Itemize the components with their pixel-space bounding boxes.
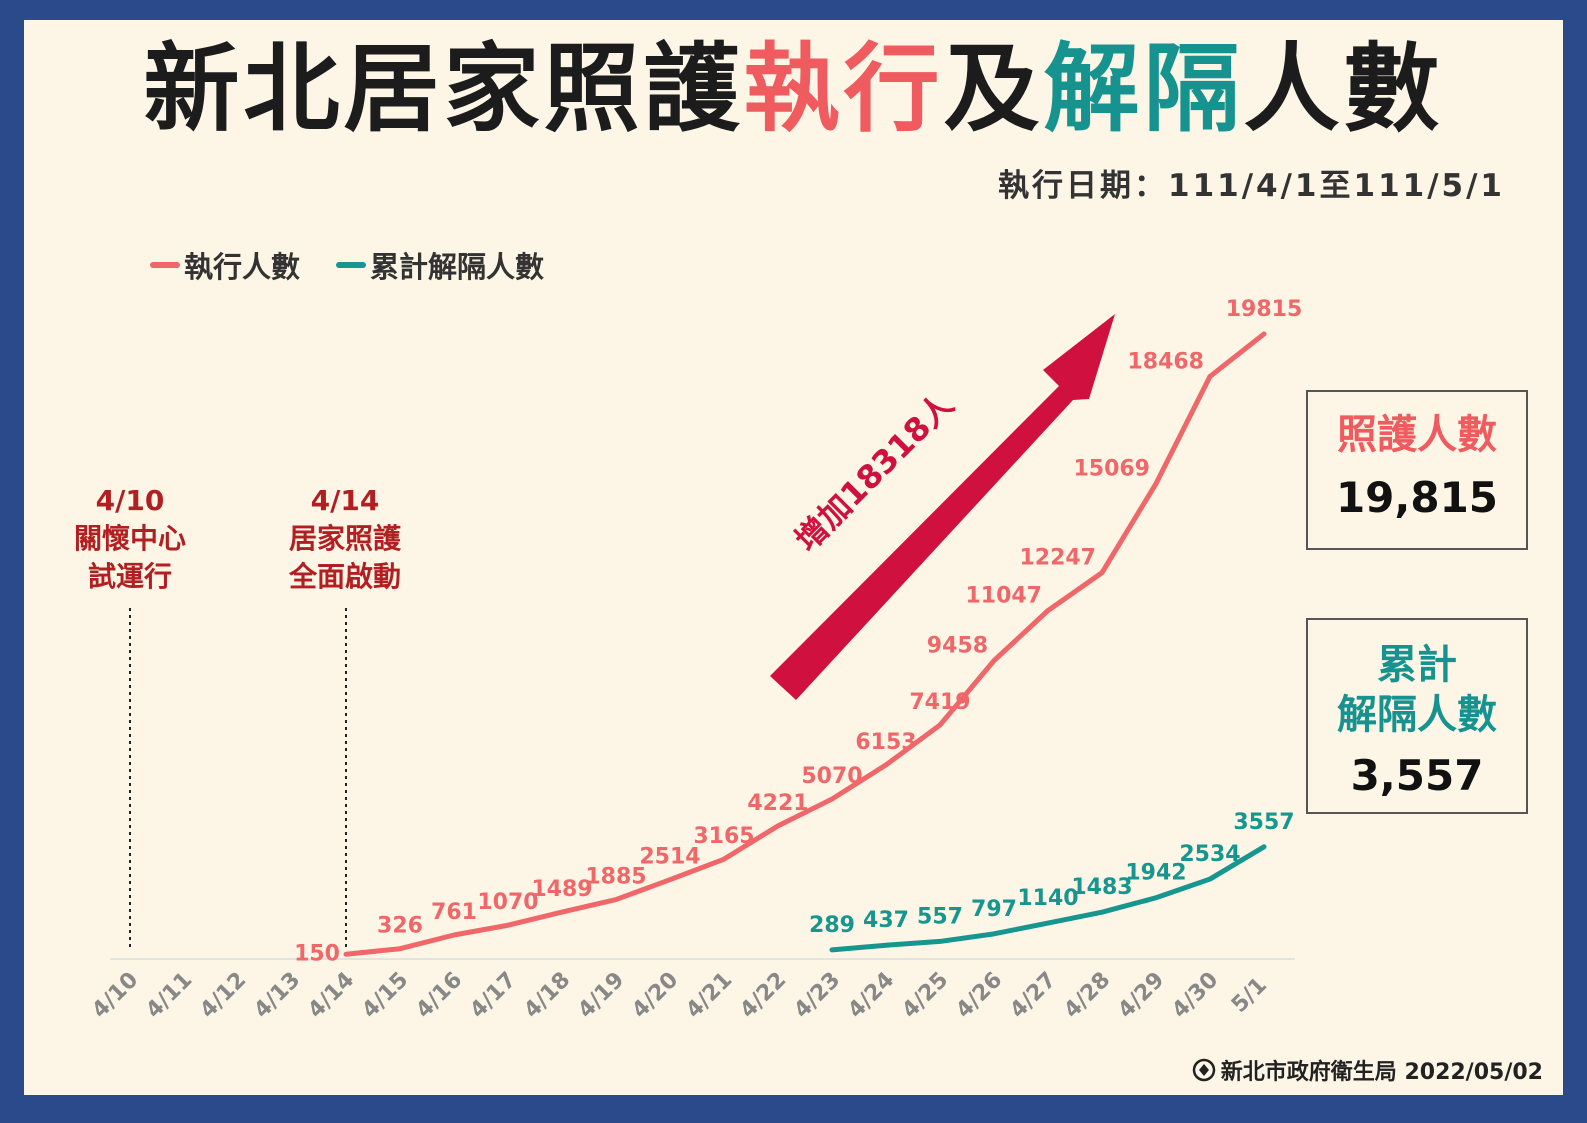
series-line-execution <box>343 331 1267 957</box>
x-tick-label: 4/19 <box>573 967 629 1023</box>
data-label: 15069 <box>1073 457 1150 482</box>
milestone-line1: 居家照護 <box>288 522 401 555</box>
x-tick-label: 4/13 <box>249 967 305 1023</box>
data-label: 797 <box>971 897 1017 922</box>
x-tick-label: 5/1 <box>1227 973 1272 1018</box>
milestone-4-14: 4/14 居家照護 全面啟動 <box>275 482 415 596</box>
title-part2: 執行 <box>743 33 944 145</box>
data-label: 18468 <box>1127 349 1204 374</box>
data-label: 5070 <box>801 764 862 789</box>
legend-label-execution: 執行人數 <box>184 250 301 284</box>
data-label: 3165 <box>693 824 754 849</box>
data-label: 557 <box>917 904 963 929</box>
milestone-line1: 關懷中心 <box>73 522 186 555</box>
x-tick-label: 4/29 <box>1113 967 1169 1023</box>
x-tick-label: 4/20 <box>627 967 683 1023</box>
panel-background <box>24 20 1563 1095</box>
footer-text: 新北市政府衛生局 2022/05/02 <box>1220 1060 1543 1085</box>
x-tick-label: 4/28 <box>1059 967 1115 1023</box>
title-part4: 解隔 <box>1043 33 1244 145</box>
stat-release-title1: 累計 <box>1377 642 1457 688</box>
stat-box-release: 累計 解隔人數 3,557 <box>1306 618 1528 814</box>
stat-box-care: 照護人數 19,815 <box>1306 390 1528 550</box>
data-label: 4221 <box>747 791 808 816</box>
stat-release-value: 3,557 <box>1350 751 1484 800</box>
data-label: 1942 <box>1125 861 1186 886</box>
health-bureau-logo-icon <box>1192 1058 1216 1082</box>
page-title: 新北居家照護執行及解隔人數 <box>0 34 1587 144</box>
growth-arrow-shape <box>770 314 1115 700</box>
stat-release-title2: 解隔人數 <box>1337 692 1497 738</box>
x-tick-label: 4/14 <box>303 967 359 1023</box>
x-tick-label: 4/11 <box>141 967 197 1023</box>
x-tick-label: 4/18 <box>519 967 575 1023</box>
stat-care-title: 照護人數 <box>1337 412 1497 458</box>
data-label: 6153 <box>855 730 916 755</box>
milestone-line2: 全面啟動 <box>288 560 401 593</box>
legend-item-release: 累計解隔人數 <box>336 244 544 286</box>
milestone-line2: 試運行 <box>87 560 172 593</box>
data-label: 761 <box>431 900 477 925</box>
data-label: 11047 <box>965 584 1042 609</box>
x-tick-label: 4/17 <box>465 967 521 1023</box>
x-tick-label: 4/30 <box>1167 967 1223 1023</box>
footer: 新北市政府衛生局 2022/05/02 <box>1191 1054 1543 1086</box>
legend-swatch-release <box>336 262 366 268</box>
data-label: 2514 <box>639 845 700 870</box>
data-label: 12247 <box>1019 546 1096 571</box>
data-label: 150 <box>294 941 340 966</box>
x-tick-label: 4/22 <box>735 967 791 1023</box>
data-label: 326 <box>377 914 423 939</box>
legend-swatch-execution <box>150 262 180 268</box>
x-tick-label: 4/24 <box>843 967 899 1023</box>
date-range: 執行日期：111/4/1至111/5/1 <box>998 168 1505 204</box>
x-tick-label: 4/23 <box>789 967 845 1023</box>
stat-care-value: 19,815 <box>1335 473 1499 522</box>
title-part5: 人數 <box>1243 33 1444 145</box>
data-label: 1140 <box>1017 886 1078 911</box>
data-label: 1489 <box>531 877 592 902</box>
data-label: 7419 <box>909 690 970 715</box>
x-tick-label: 4/12 <box>195 967 251 1023</box>
data-label: 1070 <box>477 890 538 915</box>
x-tick-label: 4/25 <box>897 967 953 1023</box>
x-tick-label: 4/10 <box>87 967 143 1023</box>
data-label: 289 <box>809 913 855 938</box>
legend-label-release: 累計解隔人數 <box>370 250 545 284</box>
data-label: 2534 <box>1179 842 1240 867</box>
data-label: 3557 <box>1233 810 1294 835</box>
legend-item-execution: 執行人數 <box>150 244 300 286</box>
x-tick-layer: 4/104/114/124/134/144/154/164/174/184/19… <box>87 967 1271 1023</box>
x-tick-label: 4/26 <box>951 967 1007 1023</box>
data-label: 9458 <box>927 634 988 659</box>
data-label: 1885 <box>585 865 646 890</box>
milestone-date: 4/14 <box>310 484 380 517</box>
title-part1: 新北居家照護 <box>143 33 744 145</box>
series-line-release <box>829 844 1267 953</box>
data-label: 19815 <box>1226 297 1303 322</box>
milestone-date: 4/10 <box>95 484 165 517</box>
title-part3: 及 <box>943 33 1044 145</box>
x-tick-label: 4/15 <box>357 967 413 1023</box>
milestone-4-10: 4/10 關懷中心 試運行 <box>60 482 200 596</box>
data-label: 1483 <box>1071 875 1132 900</box>
x-tick-label: 4/27 <box>1005 967 1061 1023</box>
data-label: 437 <box>863 908 909 933</box>
x-tick-label: 4/16 <box>411 967 467 1023</box>
x-tick-label: 4/21 <box>681 967 737 1023</box>
